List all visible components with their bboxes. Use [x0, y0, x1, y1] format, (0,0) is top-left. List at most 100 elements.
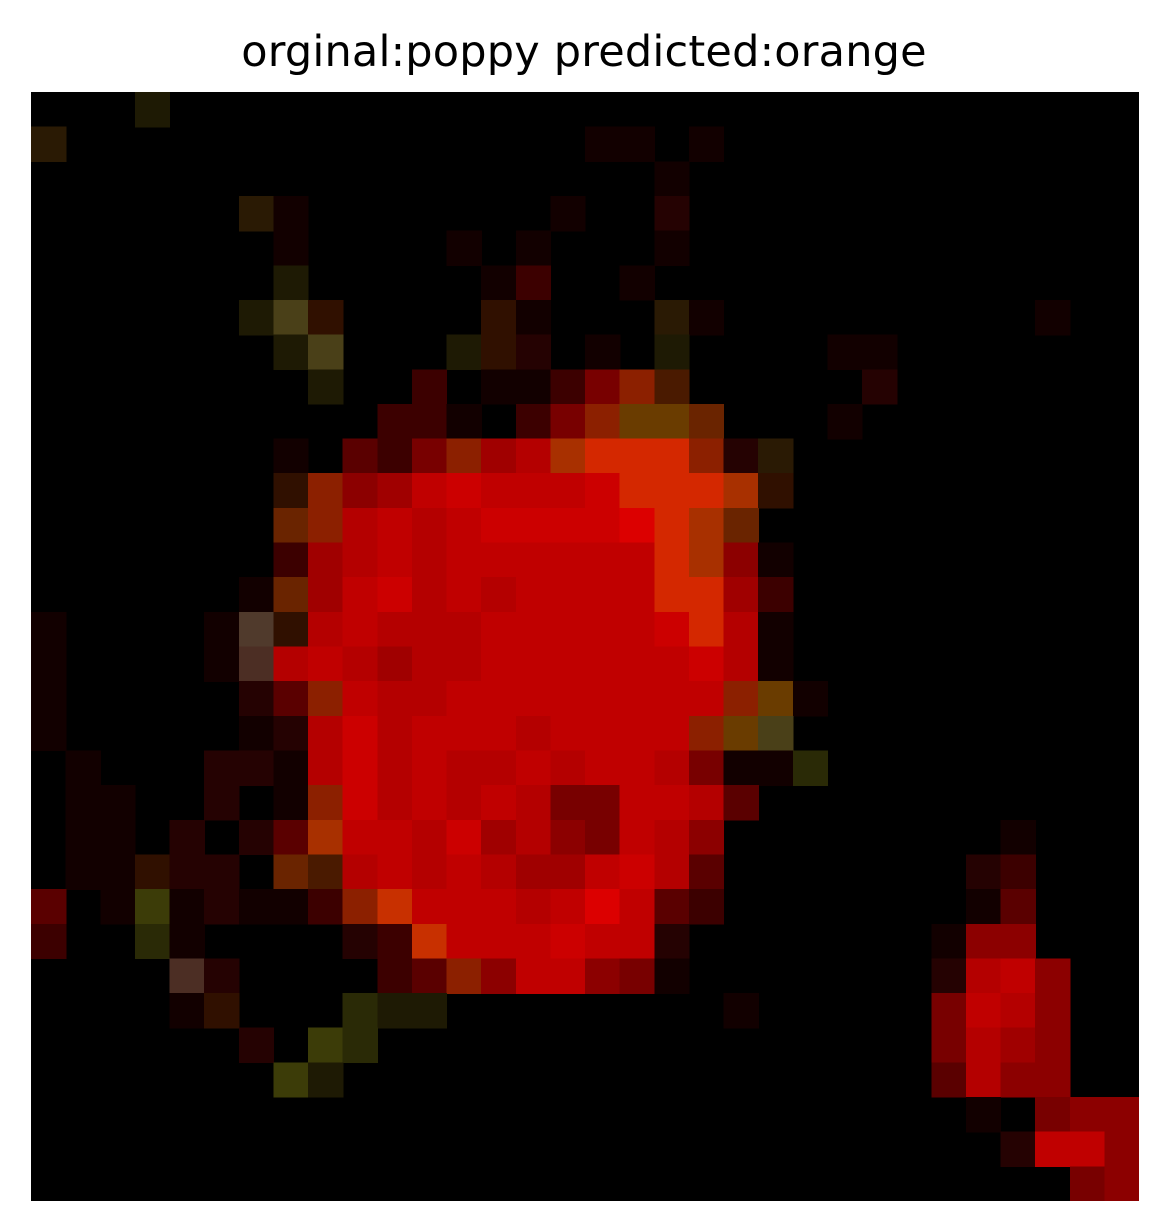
image-pixel: [515, 819, 552, 856]
image-pixel: [204, 785, 240, 821]
image-pixel: [1000, 819, 1036, 856]
image-pixel: [204, 993, 240, 1029]
image-pixel: [619, 611, 655, 648]
image-pixel: [308, 1062, 344, 1098]
image-pixel: [1104, 1097, 1139, 1133]
image-pixel: [411, 993, 448, 1029]
image-pixel: [308, 299, 344, 336]
image-pixel: [1035, 958, 1071, 994]
image-pixel: [308, 611, 344, 648]
image-pixel: [481, 438, 517, 474]
image-pixel: [411, 542, 448, 578]
image-pixel: [31, 646, 67, 682]
image-pixel: [723, 681, 759, 717]
image-pixel: [758, 473, 794, 509]
image-pixel: [688, 646, 725, 682]
image-pixel: [654, 369, 690, 405]
image-pixel: [619, 750, 655, 786]
image-pixel: [515, 542, 552, 578]
image-pixel: [723, 473, 759, 509]
image-pixel: [688, 299, 725, 336]
image-pixel: [862, 334, 898, 370]
image-pixel: [654, 750, 690, 786]
image-pixel: [654, 403, 690, 440]
image-pixel: [619, 577, 655, 613]
image-pixel: [931, 1027, 967, 1064]
image-pixel: [446, 577, 482, 613]
image-pixel: [273, 577, 309, 613]
image-pixel: [619, 923, 655, 960]
image-pixel: [550, 958, 586, 994]
image-pixel: [585, 126, 621, 163]
pixelated-flower-image: [31, 92, 1139, 1201]
image-pixel: [308, 1027, 344, 1064]
image-pixel: [377, 993, 413, 1029]
image-pixel: [550, 577, 586, 613]
image-pixel: [619, 507, 655, 544]
image-pixel: [515, 334, 552, 370]
image-pixel: [1000, 854, 1036, 890]
image-pixel: [688, 854, 725, 890]
image-pixel: [550, 923, 586, 960]
image-pixel: [619, 473, 655, 509]
image-pixel: [550, 681, 586, 717]
image-pixel: [723, 750, 759, 786]
image-pixel: [377, 854, 413, 890]
image-pixel: [65, 854, 101, 890]
image-pixel: [688, 785, 725, 821]
image-pixel: [342, 577, 378, 613]
image-pixel: [585, 577, 621, 613]
image-pixel: [515, 403, 552, 440]
image-pixel: [273, 819, 309, 856]
image-pixel: [308, 854, 344, 890]
image-pixel: [550, 369, 586, 405]
image-pixel: [585, 646, 621, 682]
image-pixel: [1069, 1131, 1106, 1168]
image-pixel: [31, 715, 67, 752]
image-pixel: [481, 507, 517, 544]
image-pixel: [169, 819, 205, 856]
image-pixel: [411, 715, 448, 752]
image-pixel: [446, 889, 482, 925]
image-pixel: [654, 715, 690, 752]
image-pixel: [308, 715, 344, 752]
image-pixel: [550, 646, 586, 682]
image-pixel: [550, 507, 586, 544]
image-pixel: [792, 681, 829, 717]
image-pixel: [550, 819, 586, 856]
image-pixel: [654, 854, 690, 890]
image-pixel: [308, 507, 344, 544]
image-pixel: [619, 958, 655, 994]
image-pixel: [481, 369, 517, 405]
image-pixel: [654, 473, 690, 509]
image-pixel: [238, 1027, 275, 1064]
image-pixel: [654, 438, 690, 474]
image-pixel: [550, 438, 586, 474]
image-pixel: [308, 750, 344, 786]
image-pixel: [792, 750, 829, 786]
image-pixel: [723, 646, 759, 682]
image-pixel: [654, 611, 690, 648]
image-pixel: [342, 1027, 378, 1064]
image-pixel: [550, 542, 586, 578]
image-pixel: [134, 92, 171, 128]
image-pixel: [550, 854, 586, 890]
image-pixel: [550, 195, 586, 232]
image-pixel: [65, 785, 101, 821]
image-pixel: [238, 681, 275, 717]
image-pixel: [273, 299, 309, 336]
image-pixel: [550, 611, 586, 648]
image-pixel: [308, 577, 344, 613]
image-pixel: [965, 1027, 1002, 1064]
image-pixel: [585, 403, 621, 440]
image-pixel: [238, 299, 275, 336]
image-pixel: [1000, 958, 1036, 994]
image-pixel: [377, 577, 413, 613]
image-pixel: [515, 438, 552, 474]
image-pixel: [134, 854, 171, 890]
image-pixel: [446, 854, 482, 890]
image-pixel: [758, 611, 794, 648]
image-pixel: [481, 785, 517, 821]
image-pixel: [342, 854, 378, 890]
image-pixel: [273, 230, 309, 266]
